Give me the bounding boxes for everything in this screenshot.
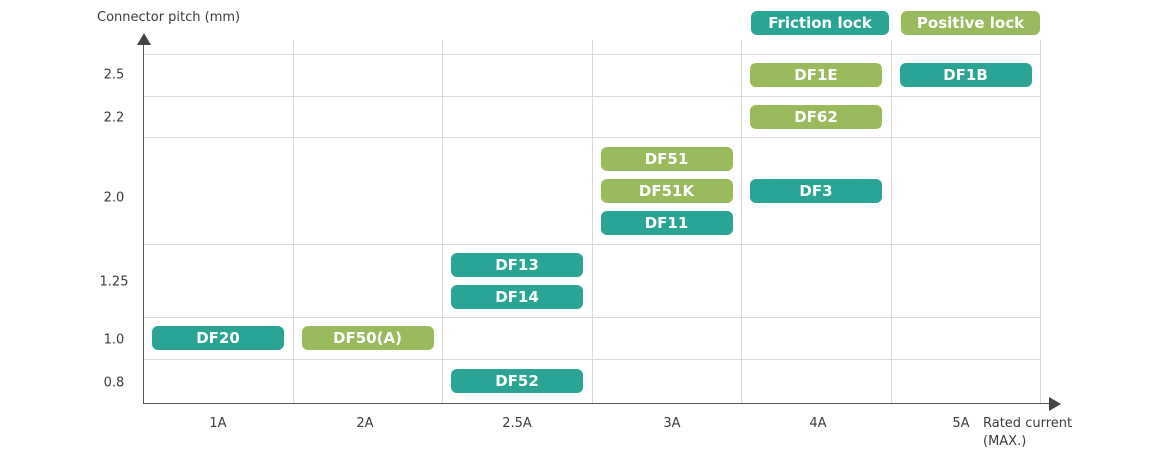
grid-vline: [891, 40, 892, 403]
grid-vline: [741, 40, 742, 403]
y-tick-label: 1.25: [99, 274, 129, 290]
connector-pill-df51k: DF51K: [600, 178, 733, 203]
x-tick-label: 4A: [809, 416, 827, 431]
y-axis-arrow-icon: [137, 33, 151, 45]
legend-friction-lock: Friction lock: [751, 11, 889, 35]
x-axis-title-line1: Rated current: [983, 416, 1073, 431]
x-axis-arrow-icon: [1049, 397, 1061, 411]
connector-pill-df14: DF14: [451, 284, 583, 309]
connector-pill-df62: DF62: [750, 104, 882, 129]
x-tick-label: 2.5A: [502, 416, 532, 431]
y-tick-label: 1.0: [103, 332, 125, 348]
connector-pill-df50-a: DF50(A): [301, 326, 434, 350]
x-tick-label: 2A: [356, 416, 374, 431]
y-tick-label: 2.0: [103, 190, 125, 206]
grid-hline: [143, 317, 1040, 318]
legend-positive-lock: Positive lock: [901, 11, 1040, 35]
x-axis-line: [143, 403, 1053, 404]
x-tick-label: 3A: [663, 416, 681, 431]
connector-pill-df11: DF11: [600, 210, 733, 235]
grid-vline: [592, 40, 593, 403]
y-tick-label: 2.5: [103, 67, 125, 83]
grid-hline: [143, 96, 1040, 97]
grid-hline: [143, 359, 1040, 360]
connector-pill-df1b: DF1B: [899, 63, 1032, 87]
grid-hline: [143, 54, 1040, 55]
connector-pill-df51: DF51: [600, 146, 733, 171]
y-axis-line: [143, 40, 144, 403]
y-tick-label: 2.2: [103, 110, 125, 126]
grid-vline: [293, 40, 294, 403]
grid-hline: [143, 137, 1040, 138]
grid-hline: [143, 244, 1040, 245]
x-tick-label: 1A: [209, 416, 227, 431]
connector-pill-df3: DF3: [750, 178, 882, 203]
y-tick-label: 0.8: [103, 375, 125, 391]
y-axis-title: Connector pitch (mm): [97, 10, 241, 25]
connector-pill-df1e: DF1E: [750, 63, 882, 87]
grid-vline: [442, 40, 443, 403]
x-tick-label: 5A: [952, 416, 970, 431]
connector-pill-df52: DF52: [451, 369, 583, 393]
connector-pill-df20: DF20: [152, 326, 284, 350]
connector-pill-df13: DF13: [451, 252, 583, 277]
grid-vline: [1040, 40, 1041, 403]
x-axis-title-line2: (MAX.): [983, 434, 1027, 449]
